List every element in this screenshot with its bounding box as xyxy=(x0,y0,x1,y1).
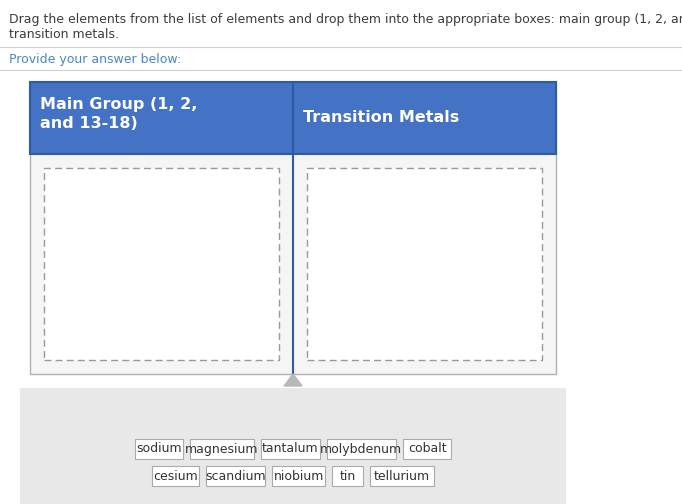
Bar xyxy=(403,439,451,459)
Bar xyxy=(20,388,566,504)
Text: tin: tin xyxy=(340,470,355,482)
Text: sodium: sodium xyxy=(136,443,181,456)
Text: scandium: scandium xyxy=(205,470,266,482)
Text: Drag the elements from the list of elements and drop them into the appropriate b: Drag the elements from the list of eleme… xyxy=(9,13,682,26)
Bar xyxy=(152,466,199,486)
Bar xyxy=(261,439,320,459)
Text: Transition Metals: Transition Metals xyxy=(303,110,459,125)
Text: Provide your answer below:: Provide your answer below: xyxy=(9,53,181,66)
Bar xyxy=(135,439,183,459)
Bar xyxy=(370,466,434,486)
Text: tantalum: tantalum xyxy=(262,443,318,456)
Bar xyxy=(30,82,293,154)
Bar xyxy=(30,82,556,154)
Text: niobium: niobium xyxy=(273,470,324,482)
Text: cobalt: cobalt xyxy=(408,443,447,456)
Text: Main Group (1, 2,
and 13-18): Main Group (1, 2, and 13-18) xyxy=(40,97,197,131)
Bar xyxy=(327,439,396,459)
Text: cesium: cesium xyxy=(153,470,198,482)
Bar xyxy=(293,82,556,154)
Bar xyxy=(307,168,542,360)
Text: transition metals.: transition metals. xyxy=(9,28,119,41)
Bar xyxy=(332,466,363,486)
Bar xyxy=(207,466,265,486)
Bar xyxy=(44,168,279,360)
Text: molybdenum: molybdenum xyxy=(321,443,402,456)
Bar xyxy=(190,439,254,459)
Bar xyxy=(30,82,556,374)
Bar xyxy=(272,466,325,486)
Text: magnesium: magnesium xyxy=(185,443,258,456)
Text: tellurium: tellurium xyxy=(374,470,430,482)
Polygon shape xyxy=(284,374,302,386)
